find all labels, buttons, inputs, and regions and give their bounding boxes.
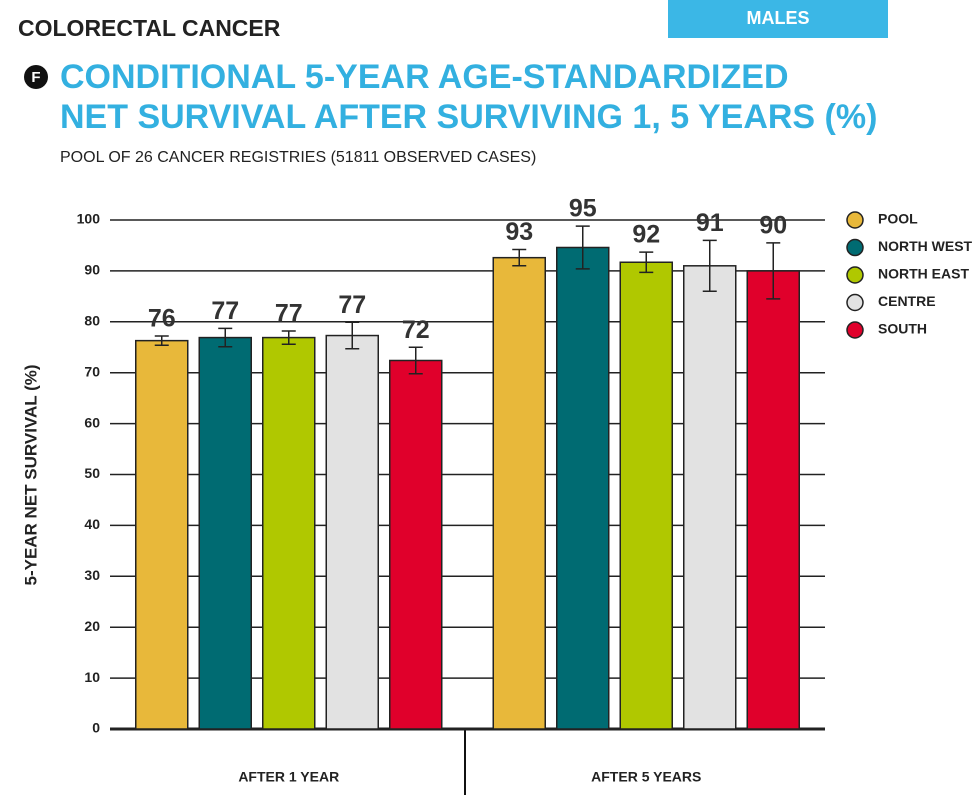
bar bbox=[389, 359, 443, 730]
bar bbox=[556, 246, 610, 730]
error-bar bbox=[766, 242, 781, 300]
bar bbox=[619, 261, 673, 730]
error-bar bbox=[218, 327, 233, 348]
data-label: 76 bbox=[148, 305, 176, 333]
x-tick-label: AFTER 5 YEARS bbox=[591, 769, 701, 785]
legend-marker bbox=[846, 238, 864, 257]
panel-letter: F bbox=[31, 69, 40, 86]
bar bbox=[325, 334, 379, 730]
x-tick-label: AFTER 1 YEAR bbox=[238, 769, 339, 785]
legend-label: POOL bbox=[878, 211, 918, 227]
panel-letter-badge bbox=[24, 65, 48, 89]
error-bar bbox=[575, 225, 590, 270]
bar bbox=[492, 256, 546, 730]
y-tick-label: 40 bbox=[84, 516, 100, 532]
data-label: 77 bbox=[211, 297, 239, 325]
legend-marker bbox=[846, 293, 864, 312]
bar bbox=[683, 265, 737, 730]
y-tick-label: 90 bbox=[84, 262, 100, 278]
y-tick-label: 0 bbox=[92, 720, 100, 736]
error-bar bbox=[345, 321, 360, 350]
panel-box bbox=[668, 0, 888, 38]
chart-title: NET SURVIVAL AFTER SURVIVING 1, 5 YEARS … bbox=[60, 98, 877, 136]
bar bbox=[746, 270, 800, 730]
data-label: 90 bbox=[759, 212, 787, 240]
data-label: 77 bbox=[275, 300, 303, 328]
error-bar bbox=[408, 346, 423, 375]
bar bbox=[262, 336, 316, 730]
y-tick-label: 20 bbox=[84, 618, 100, 634]
data-label: 77 bbox=[338, 291, 366, 319]
data-label: 93 bbox=[505, 218, 533, 246]
legend-label: NORTH EAST bbox=[878, 266, 969, 282]
error-bar bbox=[512, 248, 527, 267]
legend-label: CENTRE bbox=[878, 293, 936, 309]
y-tick-label: 30 bbox=[84, 567, 100, 583]
legend-marker bbox=[846, 321, 864, 339]
data-label: 95 bbox=[569, 195, 597, 223]
data-label: 72 bbox=[402, 316, 430, 344]
header: COLORECTAL CANCER bbox=[18, 15, 281, 41]
error-bar bbox=[702, 239, 717, 293]
y-tick-label: 80 bbox=[84, 313, 100, 329]
y-tick-label: 100 bbox=[77, 211, 101, 227]
legend-label: SOUTH bbox=[878, 321, 927, 337]
data-label: 92 bbox=[632, 221, 660, 249]
error-bar bbox=[281, 330, 296, 345]
bar bbox=[198, 336, 252, 730]
y-tick-label: 50 bbox=[84, 465, 100, 481]
chart-subtitle: POOL OF 26 CANCER REGISTRIES (51811 OBSE… bbox=[60, 149, 536, 166]
bar bbox=[135, 339, 189, 730]
error-bar bbox=[639, 251, 654, 274]
y-tick-label: 60 bbox=[84, 414, 100, 430]
legend-marker bbox=[846, 266, 864, 284]
chart-title: CONDITIONAL 5-YEAR AGE-STANDARDIZED bbox=[60, 58, 789, 96]
y-tick-label: 70 bbox=[84, 363, 100, 379]
panel-label: MALES bbox=[747, 8, 810, 28]
data-label: 91 bbox=[696, 209, 724, 237]
legend-marker bbox=[846, 211, 864, 229]
y-axis-label: 5-YEAR NET SURVIVAL (%) bbox=[21, 364, 40, 585]
legend-label: NORTH WEST bbox=[878, 238, 973, 254]
y-tick-label: 10 bbox=[84, 669, 100, 685]
error-bar bbox=[154, 335, 169, 346]
